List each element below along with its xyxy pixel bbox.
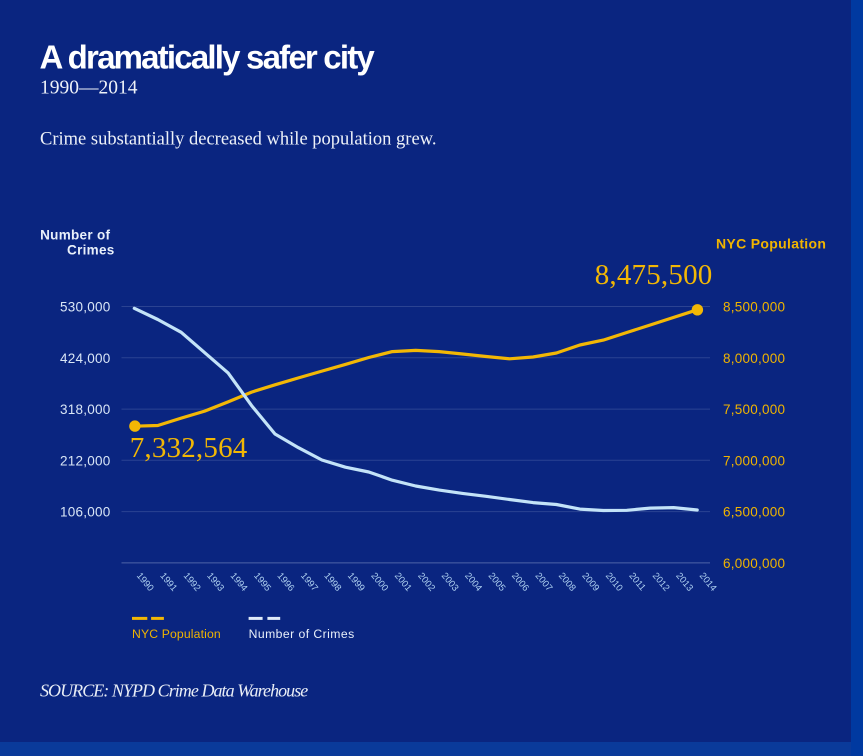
svg-text:8,500,000: 8,500,000 [723, 300, 785, 315]
svg-text:6,000,000: 6,000,000 [723, 556, 785, 571]
svg-text:Crime substantially decreased: Crime substantially decreased while popu… [40, 130, 436, 150]
svg-text:8,000,000: 8,000,000 [723, 351, 785, 366]
svg-text:Number of: Number of [40, 228, 110, 243]
svg-text:Number of Crimes: Number of Crimes [249, 627, 355, 641]
svg-text:6,500,000: 6,500,000 [723, 505, 785, 520]
svg-text:SOURCE: NYPD Crime Data Wareho: SOURCE: NYPD Crime Data Warehouse [40, 680, 308, 700]
svg-text:106,000: 106,000 [60, 505, 111, 520]
svg-text:530,000: 530,000 [60, 300, 111, 315]
svg-text:A dramatically safer city: A dramatically safer city [40, 39, 376, 76]
svg-text:7,000,000: 7,000,000 [723, 453, 785, 468]
svg-text:7,332,564: 7,332,564 [130, 432, 248, 464]
svg-text:212,000: 212,000 [60, 453, 111, 468]
svg-text:318,000: 318,000 [60, 402, 111, 417]
svg-text:1990—2014: 1990—2014 [40, 78, 138, 99]
svg-text:NYC Population: NYC Population [132, 627, 221, 641]
svg-text:424,000: 424,000 [60, 351, 111, 366]
svg-text:Crimes: Crimes [67, 243, 115, 258]
svg-text:NYC Population: NYC Population [716, 236, 826, 252]
svg-text:7,500,000: 7,500,000 [723, 402, 785, 417]
svg-text:8,475,500: 8,475,500 [595, 259, 713, 291]
